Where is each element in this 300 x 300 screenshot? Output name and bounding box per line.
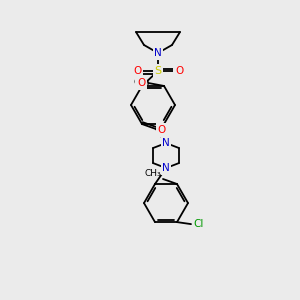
Text: O: O [175, 66, 183, 76]
Text: S: S [154, 66, 162, 76]
Text: CH₃: CH₃ [134, 78, 151, 87]
Text: Cl: Cl [194, 219, 204, 229]
Text: N: N [154, 48, 162, 58]
Text: N: N [162, 163, 170, 173]
Text: O: O [137, 78, 145, 88]
Text: N: N [162, 138, 170, 148]
Text: O: O [133, 66, 141, 76]
Text: CH₃: CH₃ [144, 169, 161, 178]
Text: O: O [158, 125, 166, 135]
